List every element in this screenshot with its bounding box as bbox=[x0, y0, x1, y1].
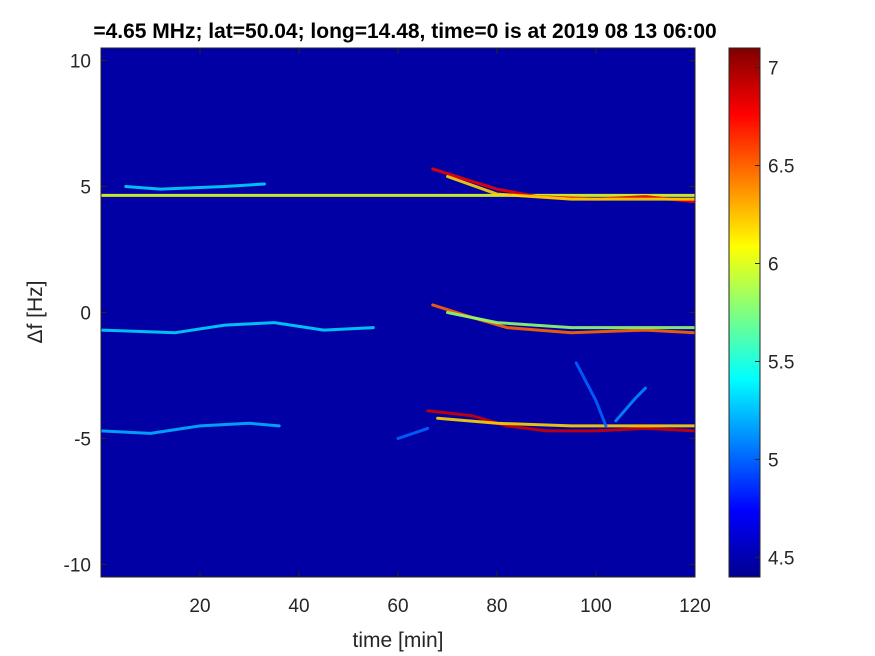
x-tick-label: 100 bbox=[580, 596, 612, 617]
x-tick-label: 60 bbox=[387, 596, 408, 617]
x-tick-label: 40 bbox=[288, 596, 309, 617]
x-tick-label: 20 bbox=[189, 596, 210, 617]
y-tick-label: 5 bbox=[80, 178, 91, 199]
colorbar bbox=[728, 47, 761, 578]
spectral-trace-12 bbox=[574, 361, 608, 428]
spectral-trace-13 bbox=[614, 386, 647, 423]
y-tick-label: 0 bbox=[80, 304, 91, 325]
colorbar-tick-label: 7 bbox=[768, 59, 779, 80]
colorbar-tick-label: 5.5 bbox=[768, 352, 794, 373]
spectral-trace-4 bbox=[446, 175, 695, 201]
spectral-trace-7 bbox=[446, 311, 695, 330]
x-tick-label: 120 bbox=[679, 596, 711, 617]
spectral-trace-10 bbox=[426, 409, 695, 433]
y-tick-label: -5 bbox=[74, 429, 91, 450]
colorbar-tick-label: 5 bbox=[768, 450, 779, 471]
spectral-trace-9 bbox=[396, 426, 430, 440]
colorbar-tick-label: 6 bbox=[768, 255, 779, 276]
x-tick-label: 80 bbox=[486, 596, 507, 617]
x-axis-ticks: 20 40 60 80 100 120 bbox=[189, 48, 711, 617]
spectral-trace-2 bbox=[124, 182, 266, 191]
y-axis-ticks: -10 -5 0 5 10 bbox=[64, 52, 695, 576]
x-axis-label: time [min] bbox=[352, 629, 443, 652]
y-axis-label: Δf [Hz] bbox=[24, 280, 47, 343]
spectrogram-traces bbox=[101, 167, 695, 440]
spectral-trace-8 bbox=[101, 421, 281, 435]
plot-area bbox=[101, 48, 695, 577]
y-tick-label: 10 bbox=[70, 52, 91, 73]
y-tick-label: -10 bbox=[64, 555, 91, 576]
spectral-trace-11 bbox=[436, 416, 695, 428]
colorbar-tick-label: 6.5 bbox=[768, 157, 794, 178]
colorbar-ticks: 4.5 5 5.5 6 6.5 7 bbox=[755, 59, 794, 569]
colorbar-tick-label: 4.5 bbox=[768, 548, 794, 569]
chart-title: =4.65 MHz; lat=50.04; long=14.48, time=0… bbox=[93, 20, 716, 43]
spectral-trace-5 bbox=[101, 321, 375, 335]
